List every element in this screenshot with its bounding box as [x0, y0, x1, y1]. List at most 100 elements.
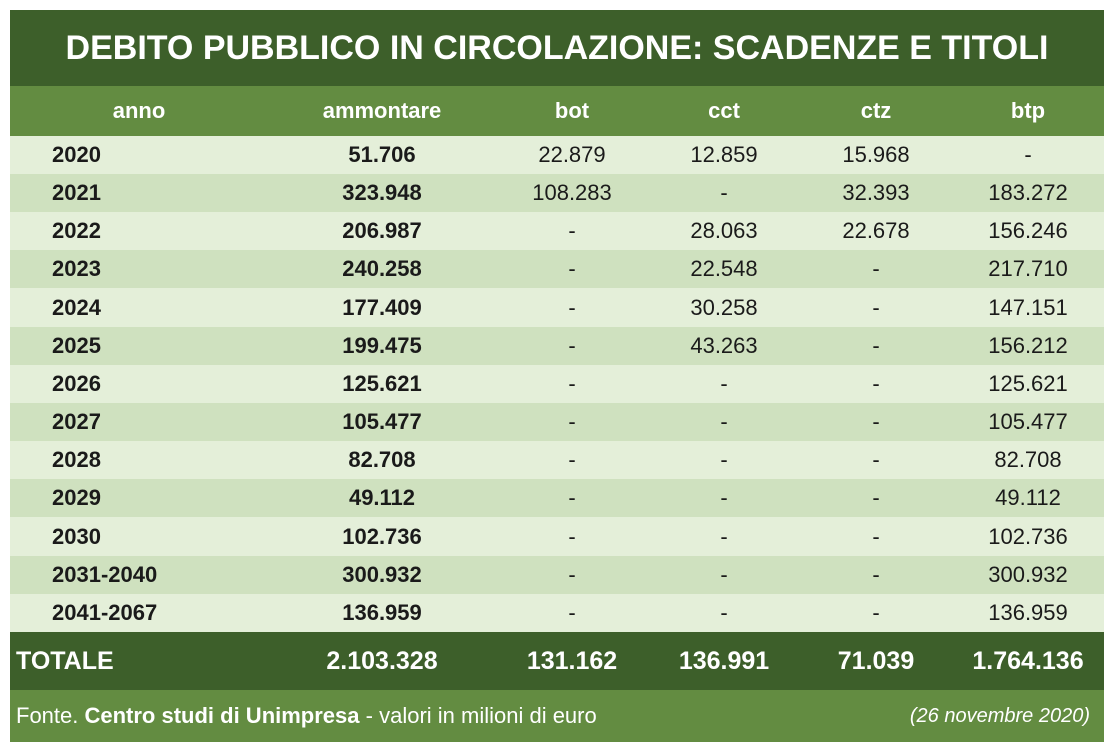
- header-cct: cct: [708, 98, 740, 123]
- table-row: 2028 82.708 - - - 82.708: [10, 441, 1104, 480]
- cell-ctz: -: [872, 599, 880, 625]
- cell-ammontare: 82.708: [348, 447, 416, 473]
- cell-anno: 2025: [52, 332, 101, 358]
- total-cct: 136.991: [678, 646, 770, 675]
- cell-btp: 105.477: [988, 409, 1068, 435]
- header-anno: anno: [112, 98, 166, 123]
- cell-cct: -: [720, 180, 728, 206]
- cell-ammontare: 240.258: [342, 256, 422, 282]
- cell-ctz: -: [872, 447, 880, 473]
- cell-anno: 2026: [52, 370, 101, 396]
- cell-cct: -: [720, 561, 728, 587]
- header-btp: btp: [1010, 98, 1046, 123]
- cell-cct: 30.258: [690, 294, 758, 320]
- cell-ammontare: 136.959: [342, 599, 422, 625]
- table-row: 2041-2067 136.959 - - - 136.959: [10, 593, 1104, 632]
- cell-bot: -: [568, 523, 576, 549]
- cell-anno: 2024: [52, 294, 101, 320]
- cell-ammontare: 51.706: [348, 142, 416, 167]
- cell-bot: -: [568, 218, 576, 244]
- cell-ammontare: 125.621: [342, 370, 422, 396]
- total-row: TOTALE 2.103.328 131.162 136.991 71.039 …: [10, 632, 1104, 690]
- cell-btp: 49.112: [995, 485, 1061, 511]
- cell-anno: 2022: [52, 218, 101, 244]
- total-ctz: 71.039: [837, 646, 915, 675]
- cell-bot: -: [568, 409, 576, 435]
- cell-cct: 12.859: [690, 142, 758, 167]
- cell-cct: -: [720, 485, 728, 511]
- table-row: 2030 102.736 - - - 102.736: [10, 517, 1104, 556]
- cell-btp: 217.710: [988, 256, 1068, 282]
- source-name: Centro studi di Unimpresa: [84, 703, 360, 728]
- cell-btp: -: [1024, 142, 1032, 167]
- table-row: 2022 206.987 - 28.063 22.678 156.246: [10, 212, 1104, 251]
- cell-bot: -: [568, 370, 576, 396]
- cell-cct: -: [720, 447, 728, 473]
- debt-table-panel: DEBITO PUBBLICO IN CIRCOLAZIONE: SCADENZ…: [10, 10, 1104, 742]
- cell-bot: -: [568, 256, 576, 282]
- cell-ammontare: 49.112: [348, 485, 416, 511]
- cell-btp: 156.212: [988, 332, 1068, 358]
- total-btp: 1.764.136: [972, 646, 1084, 675]
- cell-anno: 2041-2067: [52, 599, 158, 625]
- cell-ctz: 15.968: [842, 142, 910, 167]
- cell-ctz: -: [872, 523, 880, 549]
- header-ctz: ctz: [860, 98, 892, 123]
- table-row: 2027 105.477 - - - 105.477: [10, 403, 1104, 442]
- cell-bot: 22.879: [538, 142, 606, 167]
- cell-ctz: -: [872, 370, 880, 396]
- table-row: 2026 125.621 - - - 125.621: [10, 364, 1104, 403]
- cell-anno: 2030: [52, 523, 101, 549]
- table-row: 2031-2040 300.932 - - - 300.932: [10, 555, 1104, 594]
- source-prefix: Fonte.: [16, 703, 85, 728]
- cell-bot: -: [568, 332, 576, 358]
- total-label: TOTALE: [16, 646, 114, 675]
- source-note: Fonte. Centro studi di Unimpresa - valor…: [16, 690, 597, 742]
- table-row: 2029 49.112 - - - 49.112: [10, 479, 1104, 518]
- cell-bot: -: [568, 485, 576, 511]
- cell-ammontare: 177.409: [342, 294, 422, 320]
- header-bot: bot: [554, 98, 590, 123]
- cell-btp: 183.272: [988, 180, 1068, 206]
- header-ammontare: ammontare: [322, 98, 442, 123]
- table-row: 2024 177.409 - 30.258 - 147.151: [10, 288, 1104, 327]
- table-header-row: anno ammontare bot cct ctz btp: [10, 86, 1104, 136]
- cell-bot: -: [568, 599, 576, 625]
- cell-ammontare: 102.736: [342, 523, 422, 549]
- cell-ammontare: 206.987: [342, 218, 422, 244]
- cell-btp: 136.959: [988, 599, 1068, 625]
- cell-btp: 125.621: [988, 370, 1068, 396]
- cell-bot: -: [568, 561, 576, 587]
- table-row: 2020 51.706 22.879 12.859 15.968 -: [10, 136, 1104, 174]
- cell-ctz: -: [872, 294, 880, 320]
- cell-ctz: -: [872, 561, 880, 587]
- cell-cct: 22.548: [690, 256, 758, 282]
- cell-bot: 108.283: [532, 180, 612, 206]
- cell-cct: -: [720, 370, 728, 396]
- table-row: 2021 323.948 108.283 - 32.393 183.272: [10, 174, 1104, 213]
- cell-anno: 2028: [52, 447, 101, 473]
- cell-anno: 2023: [52, 256, 101, 282]
- cell-ctz: -: [872, 256, 880, 282]
- cell-anno: 2021: [52, 180, 101, 206]
- total-ammontare: 2.103.328: [326, 646, 438, 675]
- cell-btp: 102.736: [988, 523, 1068, 549]
- cell-btp: 156.246: [988, 218, 1068, 244]
- cell-ctz: 22.678: [842, 218, 910, 244]
- cell-cct: 28.063: [690, 218, 758, 244]
- cell-cct: -: [720, 409, 728, 435]
- table-title: DEBITO PUBBLICO IN CIRCOLAZIONE: SCADENZ…: [10, 10, 1104, 86]
- cell-cct: -: [720, 523, 728, 549]
- cell-ammontare: 105.477: [342, 409, 422, 435]
- cell-ammontare: 323.948: [342, 180, 422, 206]
- cell-ctz: -: [872, 332, 880, 358]
- table-row: 2023 240.258 - 22.548 - 217.710: [10, 250, 1104, 289]
- cell-anno: 2020: [52, 142, 101, 167]
- cell-ctz: -: [872, 409, 880, 435]
- cell-btp: 147.151: [988, 294, 1068, 320]
- cell-ctz: 32.393: [842, 180, 910, 206]
- cell-cct: -: [720, 599, 728, 625]
- footer-bar: Fonte. Centro studi di Unimpresa - valor…: [10, 690, 1104, 742]
- cell-bot: -: [568, 447, 576, 473]
- cell-bot: -: [568, 294, 576, 320]
